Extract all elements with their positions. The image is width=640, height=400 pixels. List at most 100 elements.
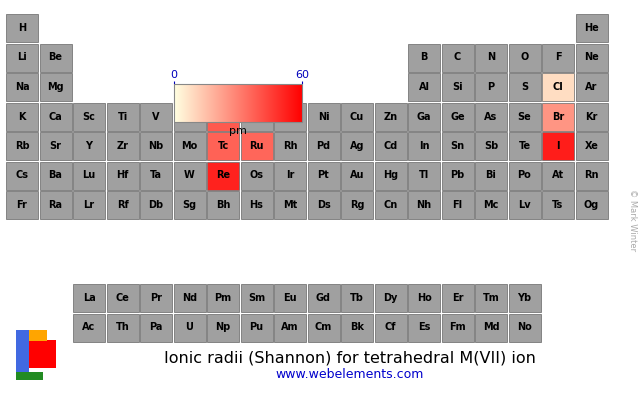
Text: Kr: Kr — [586, 112, 598, 122]
Text: Ag: Ag — [349, 141, 364, 151]
Text: Ce: Ce — [116, 293, 129, 303]
Text: Mg: Mg — [47, 82, 64, 92]
Bar — [341, 162, 373, 190]
Text: Rf: Rf — [116, 200, 129, 210]
Bar — [442, 191, 474, 219]
Text: Cd: Cd — [383, 141, 397, 151]
Text: Lv: Lv — [518, 200, 531, 210]
Text: Sg: Sg — [182, 200, 196, 210]
Bar — [6, 102, 38, 130]
Bar — [374, 191, 406, 219]
Bar — [408, 102, 440, 130]
Bar — [475, 73, 507, 101]
Bar — [408, 314, 440, 342]
Text: N: N — [487, 52, 495, 62]
Text: He: He — [584, 23, 599, 33]
Bar — [140, 284, 172, 312]
Bar — [575, 132, 607, 160]
Text: Rn: Rn — [584, 170, 599, 180]
Bar — [207, 162, 239, 190]
Bar — [274, 162, 306, 190]
Text: Sn: Sn — [451, 141, 465, 151]
Text: Rh: Rh — [283, 141, 297, 151]
Bar — [542, 132, 574, 160]
Text: U: U — [186, 322, 193, 332]
Bar — [106, 314, 138, 342]
Text: Bi: Bi — [486, 170, 497, 180]
Bar — [509, 284, 541, 312]
Text: F: F — [555, 52, 561, 62]
Bar — [241, 191, 273, 219]
Text: Sr: Sr — [49, 141, 61, 151]
Text: Ga: Ga — [417, 112, 431, 122]
Bar — [442, 284, 474, 312]
Text: Tm: Tm — [483, 293, 499, 303]
Text: Ac: Ac — [83, 322, 95, 332]
Bar — [442, 314, 474, 342]
Text: Gd: Gd — [316, 293, 331, 303]
Text: Mt: Mt — [283, 200, 297, 210]
Text: Nh: Nh — [417, 200, 431, 210]
Text: Ru: Ru — [249, 141, 264, 151]
Bar — [6, 191, 38, 219]
Text: Co: Co — [283, 112, 297, 122]
Text: Hf: Hf — [116, 170, 129, 180]
Text: Ar: Ar — [586, 82, 598, 92]
Text: Ne: Ne — [584, 52, 599, 62]
Text: As: As — [484, 112, 498, 122]
Text: Si: Si — [452, 82, 463, 92]
Text: Tc: Tc — [218, 141, 228, 151]
Bar — [374, 132, 406, 160]
Bar — [307, 284, 339, 312]
Text: Eu: Eu — [283, 293, 297, 303]
Text: No: No — [517, 322, 532, 332]
Text: Ionic radii (Shannon) for tetrahedral M(VII) ion: Ionic radii (Shannon) for tetrahedral M(… — [164, 350, 536, 366]
Bar — [341, 191, 373, 219]
Bar — [207, 102, 239, 130]
Bar — [207, 191, 239, 219]
Text: Ra: Ra — [49, 200, 63, 210]
Text: Mc: Mc — [483, 200, 499, 210]
Bar — [475, 162, 507, 190]
Text: In: In — [419, 141, 429, 151]
Text: Lu: Lu — [83, 170, 95, 180]
Text: Hs: Hs — [250, 200, 264, 210]
Text: Mo: Mo — [181, 141, 198, 151]
Bar — [442, 44, 474, 72]
Bar — [106, 191, 138, 219]
Text: Ir: Ir — [286, 170, 294, 180]
Text: H: H — [18, 23, 26, 33]
Bar — [29, 340, 56, 368]
Bar — [29, 330, 47, 341]
Text: Ts: Ts — [552, 200, 564, 210]
Bar — [575, 44, 607, 72]
Bar — [307, 132, 339, 160]
Bar — [307, 191, 339, 219]
Text: Pm: Pm — [214, 293, 232, 303]
Text: Li: Li — [17, 52, 27, 62]
Text: Be: Be — [49, 52, 63, 62]
Text: Ni: Ni — [317, 112, 330, 122]
Bar — [374, 162, 406, 190]
Text: Al: Al — [419, 82, 429, 92]
Bar — [140, 102, 172, 130]
Text: Yb: Yb — [517, 293, 532, 303]
Bar — [106, 132, 138, 160]
Text: Pu: Pu — [250, 322, 264, 332]
Bar — [509, 102, 541, 130]
Bar — [140, 314, 172, 342]
Bar — [173, 284, 205, 312]
Bar — [274, 191, 306, 219]
Bar — [73, 191, 105, 219]
Text: Sm: Sm — [248, 293, 265, 303]
Text: Fl: Fl — [452, 200, 463, 210]
Bar — [475, 284, 507, 312]
Text: Cm: Cm — [315, 322, 332, 332]
Text: Og: Og — [584, 200, 599, 210]
Text: Er: Er — [452, 293, 463, 303]
Bar — [509, 132, 541, 160]
Bar — [173, 314, 205, 342]
Bar — [509, 191, 541, 219]
Text: Cr: Cr — [184, 112, 196, 122]
Bar — [6, 132, 38, 160]
